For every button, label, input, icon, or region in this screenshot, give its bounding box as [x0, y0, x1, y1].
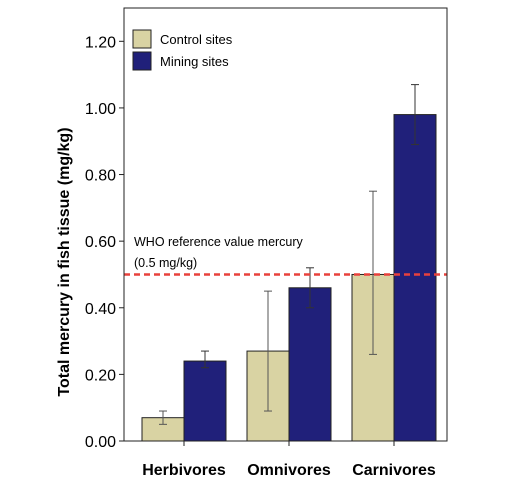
reference-line-label-line1: WHO reference value mercury	[134, 235, 304, 249]
y-tick-label: 0.00	[85, 434, 116, 451]
y-tick-label: 0.80	[85, 168, 116, 185]
legend-label-control-sites: Control sites	[160, 32, 233, 47]
x-tick-label-herbivores: Herbivores	[142, 462, 226, 479]
y-axis-title: Total mercury in fish tissue (mg/kg)	[56, 127, 73, 396]
y-axis: 0.00 0.20 0.40 0.60 0.80 1.00 1.20	[85, 34, 124, 451]
plot-frame	[123, 7, 448, 442]
bar-mining-sites-omnivores	[288, 287, 332, 442]
legend-label-mining-sites: Mining sites	[160, 54, 229, 69]
bar-mining-sites-herbivores	[183, 360, 227, 442]
legend-swatch-mining-sites	[132, 51, 152, 71]
y-tick-label: 0.20	[85, 367, 116, 384]
legend: Control sites Mining sites	[132, 29, 233, 71]
reference-line-label-line2: (0.5 mg/kg)	[134, 256, 197, 270]
y-tick-label: 1.20	[85, 34, 116, 51]
x-axis: Herbivores Omnivores Carnivores	[142, 441, 436, 479]
legend-swatch-control-sites	[132, 29, 152, 49]
bars-layer	[141, 114, 437, 442]
annotation: WHO reference value mercury (0.5 mg/kg)	[134, 235, 304, 270]
bar-mining-sites-carnivores	[393, 114, 437, 442]
plot-border	[123, 7, 448, 442]
y-tick-label: 0.60	[85, 234, 116, 251]
y-tick-label: 1.00	[85, 101, 116, 118]
y-tick-label: 0.40	[85, 301, 116, 318]
x-tick-label-carnivores: Carnivores	[352, 462, 436, 479]
x-tick-label-omnivores: Omnivores	[247, 462, 331, 479]
